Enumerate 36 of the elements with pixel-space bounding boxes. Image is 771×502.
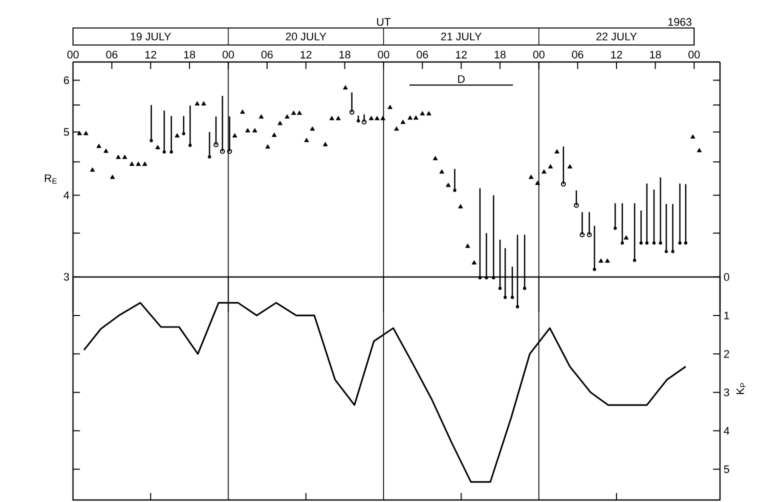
x-tick-label: 18 <box>650 50 661 58</box>
text: 19 JULY <box>130 32 171 40</box>
x-tick-label: 18 <box>494 50 506 58</box>
x-tick-label: 12 <box>300 50 312 58</box>
x-tick-label: 00 <box>533 50 544 58</box>
x-tick-label: 06 <box>572 50 584 58</box>
y-axis-title: K$_{P}$ <box>736 382 746 394</box>
y-tick-label: 0 <box>724 273 730 281</box>
y-tick-label: 3 <box>64 272 69 281</box>
y-tick-label: 5 <box>724 465 730 474</box>
y-tick-label: 4 <box>724 427 730 435</box>
x-tick-label: 06 <box>106 50 118 58</box>
text: 21 JULY <box>441 32 482 40</box>
x-tick-label: 00 <box>67 50 79 58</box>
x-tick-label: 00 <box>688 50 700 58</box>
y-tick-label: 4 <box>64 191 70 200</box>
y-tick-label: 1 <box>724 312 730 320</box>
legend-label: D <box>458 75 465 83</box>
text: 20 JULY <box>286 32 326 40</box>
x-tick-label: 18 <box>184 50 196 58</box>
text: 22 JULY <box>596 32 637 40</box>
y-tick-label: 5 <box>64 128 70 136</box>
x-tick-label: 18 <box>339 50 350 58</box>
y-tick-label: 6 <box>64 76 69 84</box>
x-tick-label: 00 <box>222 50 234 58</box>
x-tick-label: 06 <box>261 50 273 58</box>
y-tick-label: 3 <box>724 388 730 396</box>
x-axis-title: UT <box>377 18 391 26</box>
text: 1963 <box>668 18 692 26</box>
y-tick-label: 2 <box>724 350 730 358</box>
y-axis-title: R$_{E}$ <box>44 174 57 184</box>
x-tick-label: 12 <box>456 50 467 58</box>
x-tick-label: 12 <box>145 50 156 58</box>
x-tick-label: 06 <box>416 50 428 58</box>
x-tick-label: 12 <box>611 50 622 58</box>
x-tick-label: 00 <box>378 50 390 58</box>
